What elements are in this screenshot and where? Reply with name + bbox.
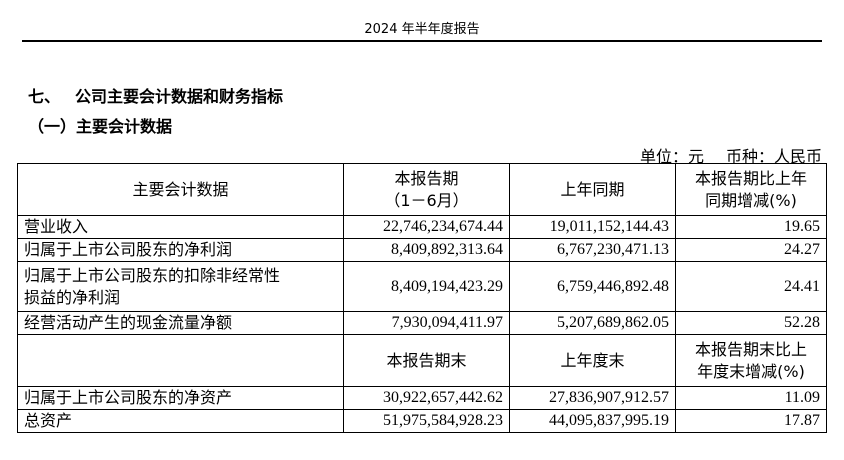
- row-current-value: 8,409,194,423.29: [343, 261, 510, 312]
- row-current-value: 22,746,234,674.44: [343, 215, 510, 239]
- row-label: 归属于上市公司股东的扣除非经常性 损益的净利润: [17, 261, 344, 312]
- row-current-value: 8,409,892,313.64: [343, 238, 510, 262]
- unit-label: 单位：元: [639, 147, 704, 166]
- row-change-value: 52.28: [675, 311, 827, 335]
- subsection-title: （一）主要会计数据: [28, 117, 173, 136]
- header-cell-current-period: 本报告期 （1－6月）: [343, 163, 510, 216]
- header-divider: [22, 40, 822, 42]
- row-prior-value: 44,095,837,995.19: [509, 409, 676, 433]
- section-title: 七、 公司主要会计数据和财务指标: [28, 83, 283, 107]
- row-current-value: 51,975,584,928.23: [343, 409, 510, 433]
- header-cell-item: 主要会计数据: [17, 163, 344, 216]
- row-current-value: 7,930,094,411.97: [343, 311, 510, 335]
- row-prior-value: 6,767,230,471.13: [509, 238, 676, 262]
- header-current-period-line2: （1－6月）: [384, 190, 469, 210]
- accounting-data-table: 主要会计数据 本报告期 （1－6月） 上年同期 本报告期比上年 同期增减(%) …: [17, 163, 827, 433]
- table-subheader-row: 本报告期末 上年度末 本报告期末比上 年度末增减(%): [17, 334, 827, 387]
- subheader-cell-change: 本报告期末比上 年度末增减(%): [675, 334, 827, 387]
- header-cell-prior-period: 上年同期: [509, 163, 676, 216]
- header-cell-change: 本报告期比上年 同期增减(%): [675, 163, 827, 216]
- subheader-change-line1: 本报告期末比上: [694, 339, 807, 359]
- row-change-value: 11.09: [675, 386, 827, 410]
- subheader-cell-item: [17, 334, 344, 387]
- report-header-title: 2024 年半年度报告: [364, 22, 480, 37]
- currency-label: 币种：人民币: [725, 147, 822, 166]
- table-row: 归属于上市公司股东的净资产 30,922,657,442.62 27,836,9…: [17, 386, 827, 410]
- row-change-value: 24.41: [675, 261, 827, 312]
- section-title-text: 公司主要会计数据和财务指标: [75, 87, 284, 106]
- row-label-line2: 损益的净利润: [24, 287, 121, 307]
- header-change-line2: 同期增减(%): [705, 190, 797, 210]
- table-row: 经营活动产生的现金流量净额 7,930,094,411.97 5,207,689…: [17, 311, 827, 335]
- row-prior-value: 6,759,446,892.48: [509, 261, 676, 312]
- subheader-cell-period-end: 本报告期末: [343, 334, 510, 387]
- row-prior-value: 19,011,152,144.43: [509, 215, 676, 239]
- row-label: 经营活动产生的现金流量净额: [17, 311, 344, 335]
- subheader-change-line2: 年度末增减(%): [697, 361, 805, 381]
- row-change-value: 17.87: [675, 409, 827, 433]
- subheader-cell-prior-year-end: 上年度末: [509, 334, 676, 387]
- table-row: 归属于上市公司股东的净利润 8,409,892,313.64 6,767,230…: [17, 238, 827, 262]
- row-label: 归属于上市公司股东的净利润: [17, 238, 344, 262]
- row-prior-value: 27,836,907,912.57: [509, 386, 676, 410]
- row-label: 归属于上市公司股东的净资产: [17, 386, 344, 410]
- row-change-value: 19.65: [675, 215, 827, 239]
- header-current-period-line1: 本报告期: [394, 168, 459, 188]
- header-change-line1: 本报告期比上年: [694, 168, 807, 188]
- row-current-value: 30,922,657,442.62: [343, 386, 510, 410]
- table-header-row: 主要会计数据 本报告期 （1－6月） 上年同期 本报告期比上年 同期增减(%): [17, 163, 827, 216]
- table-row: 总资产 51,975,584,928.23 44,095,837,995.19 …: [17, 409, 827, 433]
- row-label: 总资产: [17, 409, 344, 433]
- unit-line: 单位：元 币种：人民币: [640, 143, 822, 167]
- row-label: 营业收入: [17, 215, 344, 239]
- section-number: 七、: [28, 87, 61, 106]
- table-row: 营业收入 22,746,234,674.44 19,011,152,144.43…: [17, 215, 827, 239]
- table-row: 归属于上市公司股东的扣除非经常性 损益的净利润 8,409,194,423.29…: [17, 261, 827, 312]
- row-label-line1: 归属于上市公司股东的扣除非经常性: [24, 265, 281, 285]
- row-prior-value: 5,207,689,862.05: [509, 311, 676, 335]
- row-change-value: 24.27: [675, 238, 827, 262]
